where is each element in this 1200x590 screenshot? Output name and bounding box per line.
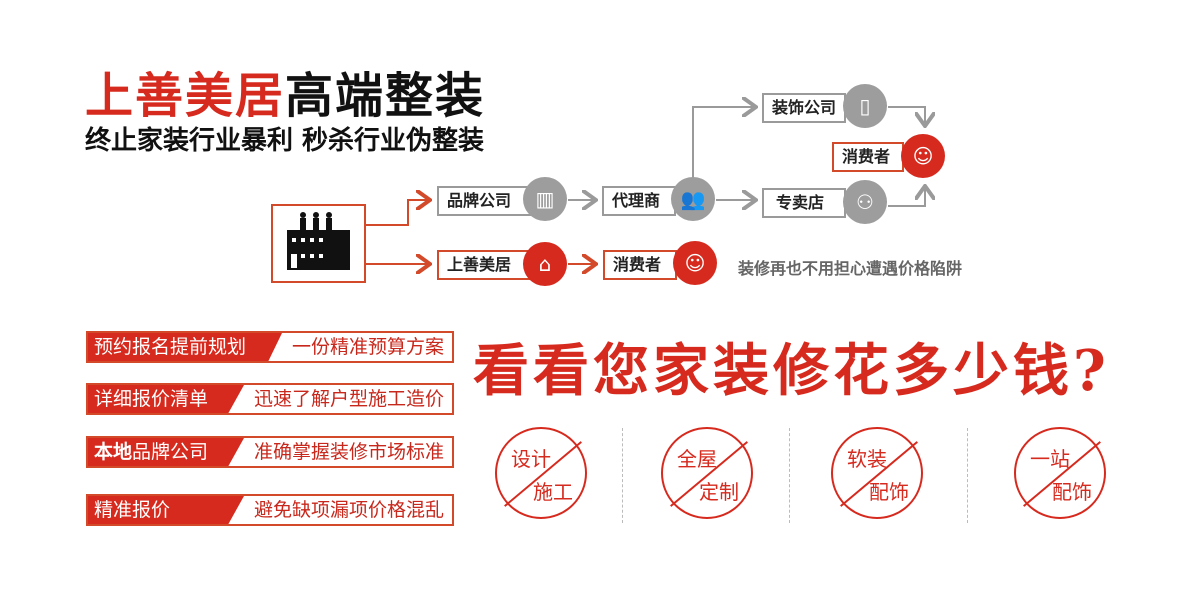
buildings-icon: ▥ [523, 177, 567, 221]
feature-label: 精准报价 [88, 496, 244, 524]
feature-desc: 迅速了解户型施工造价 [253, 388, 444, 410]
badge-bottom: 施工 [533, 480, 573, 504]
badge-top: 设计 [511, 447, 551, 471]
feature-label: 详细报价清单 [88, 385, 244, 413]
flow-note: 装修再也不用担心遭遇价格陷阱 [738, 259, 963, 278]
divider [789, 428, 790, 523]
brand-name: 上善美居 [85, 68, 286, 124]
feature-label-rest: 品牌公司 [132, 441, 209, 463]
badge: 设计施工 [495, 427, 587, 519]
headline: 看看您家装修花多少钱? [473, 338, 1110, 404]
factory-icon [287, 212, 350, 270]
badge-bottom: 定制 [699, 480, 739, 504]
subtitle: 终止家装行业暴利 秒杀行业伪整装 [85, 126, 485, 156]
feature-label: 预约报名提前规划 [88, 333, 282, 361]
feature-row: 预约报名提前规划 一份精准预算方案 [86, 331, 454, 363]
node-decoration-company: 装饰公司 [762, 93, 846, 123]
feature-desc: 准确掌握装修市场标准 [253, 441, 444, 463]
badge: 全屋定制 [661, 427, 753, 519]
person-icon: ☺ [901, 134, 945, 178]
badge-top: 一站 [1030, 447, 1070, 471]
person-icon: ☺ [673, 241, 717, 285]
feature-row: 本地品牌公司 准确掌握装修市场标准 [86, 436, 454, 468]
feature-row: 详细报价清单 迅速了解户型施工造价 [86, 383, 454, 415]
feature-label-bold: 本地 [94, 441, 133, 463]
group-icon: ⚇ [843, 180, 887, 224]
feature-desc: 避免缺项漏项价格混乱 [253, 499, 444, 521]
node-consumer-top: 消费者 [832, 142, 904, 172]
house-icon: ⌂ [523, 242, 567, 286]
node-agent: 代理商 [602, 186, 676, 216]
feature-row: 精准报价 避免缺项漏项价格混乱 [86, 494, 454, 526]
node-shanshan: 上善美居 [437, 250, 539, 280]
page-title: 上善美居高端整装 [85, 56, 485, 126]
node-brand-company: 品牌公司 [437, 186, 539, 216]
tower-icon: ▯ [843, 84, 887, 128]
badge: 一站配饰 [1014, 427, 1106, 519]
badge-top: 全屋 [677, 447, 717, 471]
divider [967, 428, 968, 523]
badge-bottom: 配饰 [1052, 480, 1092, 504]
badge: 软装配饰 [831, 427, 923, 519]
badge-bottom: 配饰 [869, 480, 909, 504]
tagline: 高端整装 [285, 68, 486, 124]
feature-label: 本地品牌公司 [88, 438, 244, 466]
node-store: 专卖店 [762, 188, 846, 218]
users-icon: 👥 [671, 177, 715, 221]
feature-desc: 一份精准预算方案 [291, 336, 444, 358]
node-consumer-bottom: 消费者 [603, 250, 677, 280]
badge-top: 软装 [847, 447, 887, 471]
divider [622, 428, 623, 523]
